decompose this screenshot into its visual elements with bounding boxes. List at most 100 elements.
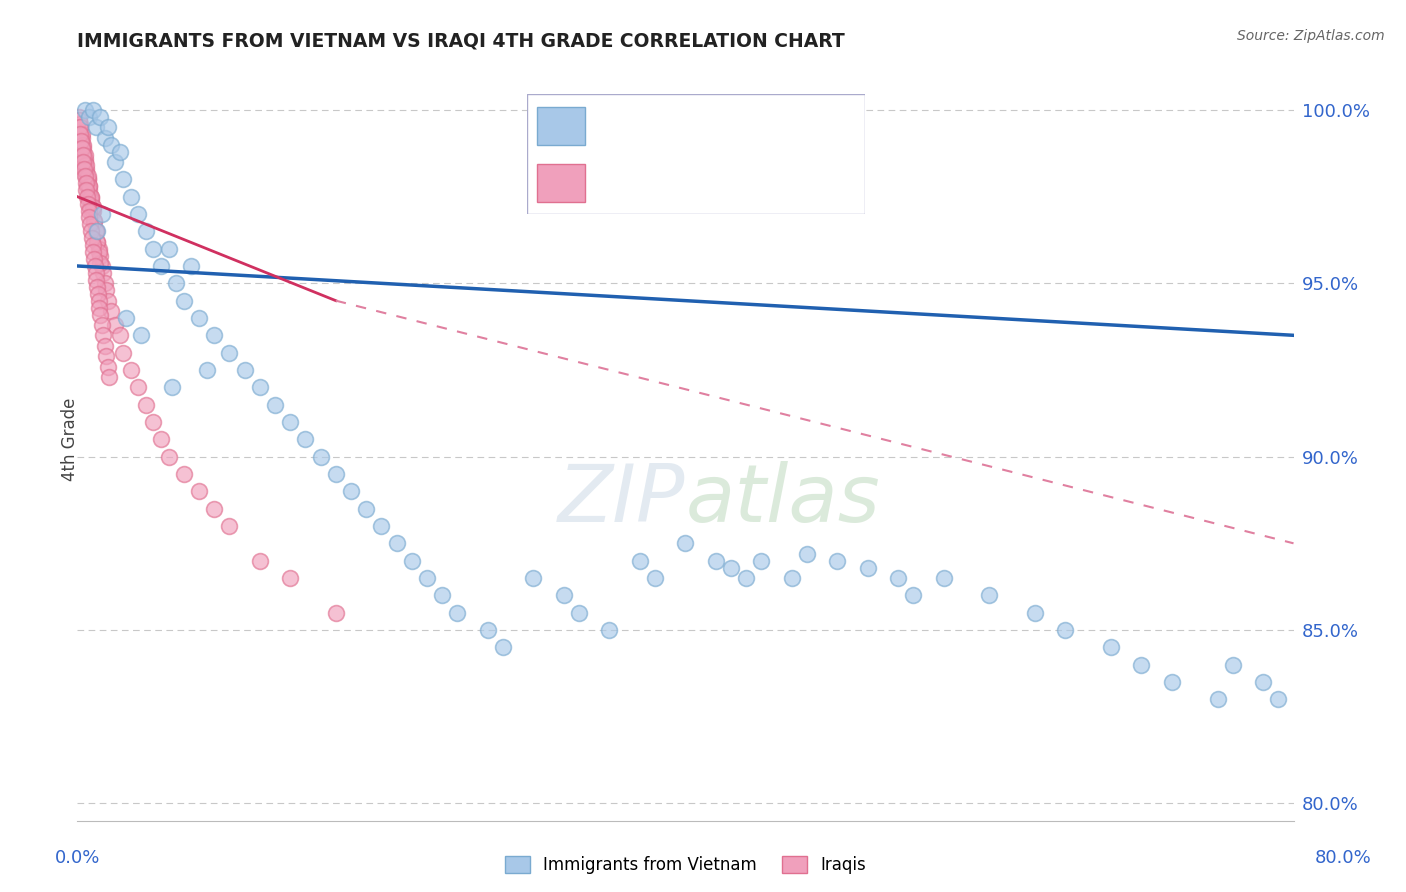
Point [887,571,910,585]
Point [73,161,96,176]
Point [69,117,91,131]
Point [75,183,97,197]
Point [385,536,408,550]
Point [86,279,108,293]
Point [96,283,118,297]
Point [97,120,120,135]
Point [93,339,115,353]
Point [188,484,211,499]
Point [173,293,195,308]
Text: Source: ZipAtlas.com: Source: ZipAtlas.com [1237,29,1385,43]
Point [370,519,392,533]
Text: R = -0.211: R = -0.211 [595,174,692,192]
Point [127,380,149,394]
Point [90,259,112,273]
Point [294,432,316,446]
Point [325,606,347,620]
Point [75,165,97,179]
Point [76,189,98,203]
Point [82,238,104,252]
Point [1099,640,1122,655]
Point [73,148,96,162]
Text: N =: N = [740,174,780,192]
Point [79,211,101,225]
Point [1251,675,1274,690]
Point [70,134,93,148]
Point [1267,692,1289,706]
Point [89,255,111,269]
Point [70,137,93,152]
Point [82,245,104,260]
Point [278,571,301,585]
FancyBboxPatch shape [537,107,585,145]
Point [90,207,112,221]
Text: atlas: atlas [686,461,880,540]
Point [120,363,142,377]
Point [149,259,172,273]
Point [86,273,108,287]
Point [89,301,111,315]
Point [1054,623,1077,637]
Point [73,158,96,172]
Text: 80.0%: 80.0% [1315,849,1371,867]
Point [856,560,879,574]
Point [67,110,90,124]
Text: N =: N = [740,117,780,136]
Point [129,328,152,343]
Point [73,103,96,117]
Point [73,152,96,166]
Point [84,224,107,238]
Point [1206,692,1229,706]
Point [401,554,423,568]
Point [195,363,218,377]
Point [90,318,112,332]
Point [80,193,103,207]
FancyBboxPatch shape [527,94,865,214]
Point [75,169,97,183]
Point [932,571,955,585]
Point [173,467,195,481]
Point [72,145,94,159]
Point [127,207,149,221]
Point [120,189,142,203]
Point [89,308,111,322]
Point [249,554,271,568]
Point [76,179,98,194]
Legend: Immigrants from Vietnam, Iraqis: Immigrants from Vietnam, Iraqis [498,849,873,881]
Point [628,554,651,568]
Point [77,169,100,183]
Point [91,266,114,280]
Point [82,203,104,218]
Point [86,235,108,249]
Y-axis label: 4th Grade: 4th Grade [62,398,79,481]
Point [354,501,377,516]
Point [157,450,180,464]
Point [83,252,105,266]
Point [340,484,363,499]
Point [202,328,225,343]
Point [522,571,544,585]
Point [264,398,287,412]
Point [104,155,127,169]
Point [180,259,202,273]
Point [67,113,90,128]
Point [70,128,93,142]
Point [325,467,347,481]
Point [218,345,240,359]
Point [278,415,301,429]
Point [108,328,131,343]
Point [69,120,91,135]
Point [82,200,104,214]
Point [72,137,94,152]
Point [446,606,468,620]
Point [69,120,91,135]
Point [83,259,105,273]
Point [67,120,90,135]
Point [72,141,94,155]
Point [100,304,122,318]
Point [796,547,818,561]
Point [477,623,499,637]
Point [70,141,93,155]
Point [780,571,803,585]
Point [80,231,103,245]
